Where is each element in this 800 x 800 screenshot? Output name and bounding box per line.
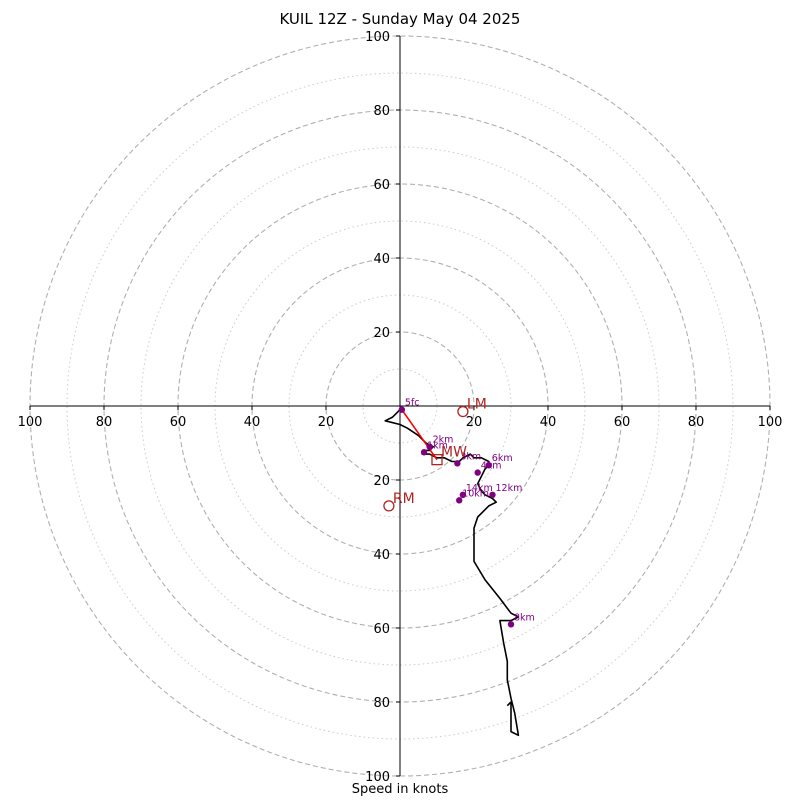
height-label-2: 1km — [427, 440, 448, 451]
storm-label-rm: RM — [393, 491, 415, 507]
height-marker-5 — [474, 469, 481, 476]
height-label-3: 3km — [460, 451, 481, 462]
x-tick-label-9: 100 — [758, 415, 783, 430]
height-label-1: 2km — [433, 435, 454, 446]
x-axis-label: Speed in knots — [351, 782, 449, 797]
y-tick-label-0: 100 — [365, 30, 390, 45]
y-tick-label-8: 80 — [373, 696, 390, 711]
x-tick-label-0: 100 — [18, 415, 43, 430]
storm-label-mw: MW — [441, 445, 467, 461]
y-tick-label-7: 60 — [373, 622, 390, 637]
x-tick-label-4: 20 — [318, 415, 335, 430]
height-marker-4 — [485, 462, 492, 469]
height-label-7: 14km — [466, 483, 493, 494]
height-label-0: 5fc — [405, 398, 420, 409]
storm-marker-rm — [383, 500, 395, 512]
x-tick-label-8: 80 — [688, 415, 705, 430]
height-marker-3 — [454, 460, 461, 467]
x-tick-label-5: 20 — [466, 415, 483, 430]
height-label-5: 4km — [481, 461, 502, 472]
height-marker-8 — [456, 497, 463, 504]
x-tick-label-2: 60 — [170, 415, 187, 430]
x-tick-label-3: 40 — [244, 415, 261, 430]
y-tick-label-5: 20 — [373, 474, 390, 489]
height-marker-1 — [426, 443, 433, 450]
sfc-to-mean-wind-line — [401, 409, 438, 461]
x-tick-label-6: 40 — [540, 415, 557, 430]
height-marker-2 — [420, 449, 428, 456]
height-marker-7 — [459, 491, 467, 498]
storm-marker-lm — [457, 405, 469, 418]
y-tick-label-9: 100 — [365, 770, 390, 785]
storm-label-lm: LM — [467, 397, 487, 413]
y-tick-label-2: 60 — [373, 178, 390, 193]
chart-title: KUIL 12Z - Sunday May 04 2025 — [279, 10, 521, 28]
y-tick-label-6: 40 — [373, 548, 390, 563]
x-tick-label-7: 60 — [614, 415, 631, 430]
x-tick-label-1: 80 — [96, 415, 113, 430]
height-label-6: 12km — [496, 483, 523, 494]
height-marker-9 — [507, 621, 515, 628]
y-tick-label-4: 20 — [373, 326, 390, 341]
hodograph-trace — [384, 409, 520, 737]
height-marker-6 — [489, 491, 496, 498]
storm-marker-mw — [431, 453, 443, 466]
y-tick-label-1: 80 — [373, 104, 390, 119]
height-label-9: 8km — [514, 612, 535, 623]
y-tick-label-3: 40 — [373, 252, 390, 267]
height-label-8: 10km — [462, 488, 489, 499]
height-marker-0 — [398, 406, 406, 413]
height-label-4: 6km — [492, 453, 513, 464]
